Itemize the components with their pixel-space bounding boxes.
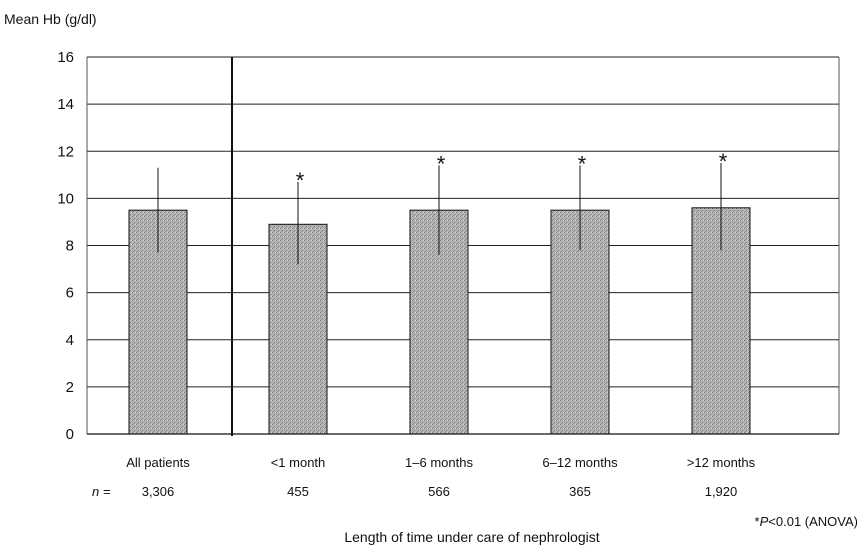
significance-star: * bbox=[719, 149, 728, 174]
x-tick-label: 6–12 months bbox=[542, 455, 618, 470]
bar bbox=[550, 209, 610, 435]
n-label: n = bbox=[92, 484, 111, 499]
significance-star: * bbox=[296, 168, 305, 193]
n-value: 3,306 bbox=[142, 484, 175, 499]
error-bars bbox=[157, 163, 722, 265]
y-tick-label: 12 bbox=[57, 143, 74, 160]
y-tick-label: 16 bbox=[57, 49, 74, 66]
x-tick-label: >12 months bbox=[687, 455, 756, 470]
n-value: 365 bbox=[569, 484, 591, 499]
n-value: 1,920 bbox=[705, 484, 738, 499]
y-tick-label: 10 bbox=[57, 190, 74, 207]
x-tick-label: All patients bbox=[126, 455, 190, 470]
footnote: *P<0.01 (ANOVA) bbox=[755, 514, 858, 529]
y-tick-label: 2 bbox=[66, 379, 74, 396]
x-tick-label: 1–6 months bbox=[405, 455, 473, 470]
x-tick-labels: All patients <1 month 1–6 months 6–12 month… bbox=[126, 455, 755, 470]
significance-star: * bbox=[437, 151, 446, 176]
y-tick-label: 4 bbox=[66, 332, 74, 349]
significance-star: * bbox=[578, 151, 587, 176]
n-value: 455 bbox=[287, 484, 309, 499]
y-tick-label: 8 bbox=[66, 238, 74, 255]
sample-sizes: 3,306 455 566 365 1,920 bbox=[142, 484, 738, 499]
y-tick-label: 0 bbox=[66, 426, 74, 443]
y-tick-label: 6 bbox=[66, 285, 74, 302]
significance-markers: * * * * bbox=[296, 149, 728, 193]
y-axis-title: Mean Hb (g/dl) bbox=[4, 11, 97, 27]
n-value: 566 bbox=[428, 484, 450, 499]
x-axis-title: Length of time under care of nephrologis… bbox=[344, 529, 599, 545]
x-tick-label: <1 month bbox=[271, 455, 326, 470]
y-tick-labels: 0 2 4 6 8 10 12 14 16 bbox=[57, 49, 74, 443]
y-tick-label: 14 bbox=[57, 96, 74, 113]
